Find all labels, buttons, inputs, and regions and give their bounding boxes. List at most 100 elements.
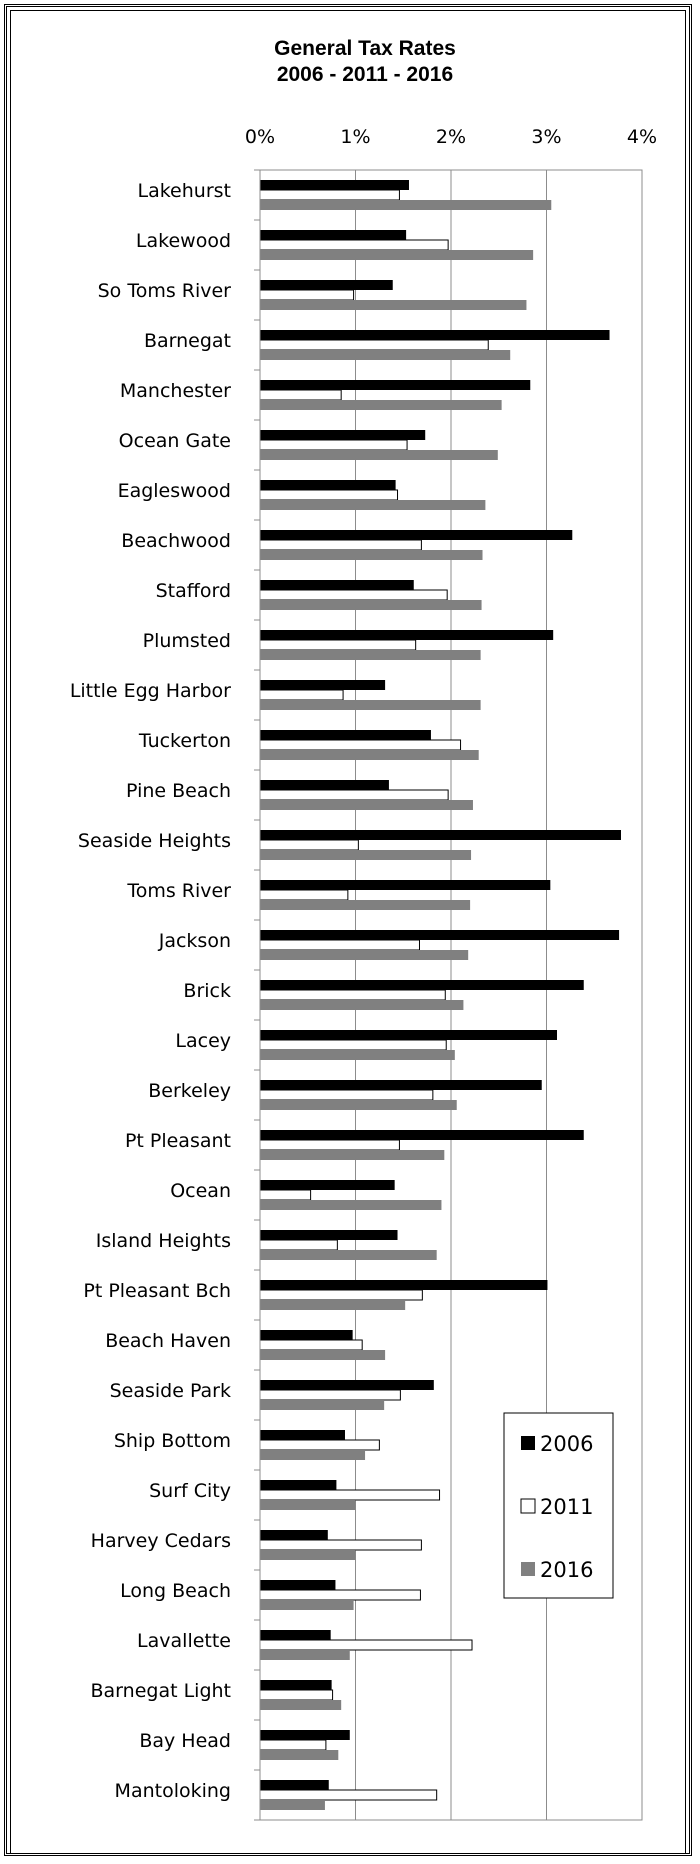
bar-2016 bbox=[260, 450, 498, 460]
bar-2016 bbox=[260, 650, 481, 660]
bar-2006 bbox=[260, 230, 407, 240]
bar-2006 bbox=[260, 1730, 350, 1740]
bar-2006 bbox=[260, 530, 573, 540]
bar-2016 bbox=[260, 600, 482, 610]
bar-2006 bbox=[260, 1680, 332, 1690]
chart-outer-frame bbox=[4, 4, 692, 1856]
bar-2016 bbox=[260, 900, 471, 910]
bar-2011 bbox=[259, 1239, 338, 1251]
legend-label: 2011 bbox=[540, 1495, 593, 1519]
category-label: Eagleswood bbox=[118, 480, 231, 502]
bar-2011 bbox=[259, 539, 422, 551]
category-label: Brick bbox=[183, 980, 231, 1002]
plot-area-border bbox=[259, 169, 643, 1821]
bar-2016 bbox=[260, 1750, 339, 1760]
bar-2011 bbox=[259, 839, 359, 851]
bar-2011 bbox=[259, 939, 420, 951]
x-tick-label: 4% bbox=[627, 126, 657, 148]
bar-2006 bbox=[260, 930, 620, 940]
bar-2011 bbox=[259, 789, 449, 801]
bar-2006 bbox=[260, 1280, 548, 1290]
bar-2011 bbox=[259, 889, 349, 901]
chart-subtitle: 2006 - 2011 - 2016 bbox=[277, 63, 453, 86]
bar-2011 bbox=[259, 739, 462, 751]
bar-2011 bbox=[259, 439, 408, 451]
bar-2016 bbox=[260, 1300, 406, 1310]
bar-2006 bbox=[260, 880, 551, 890]
bars bbox=[259, 180, 621, 1810]
bar-2006 bbox=[260, 580, 414, 590]
bar-2011 bbox=[259, 639, 417, 651]
bar-2016 bbox=[260, 1550, 356, 1560]
legend: 2006 2011 2016 bbox=[503, 1412, 614, 1599]
bar-2011 bbox=[259, 1389, 401, 1401]
category-label: Toms River bbox=[126, 880, 231, 902]
category-label: So Toms River bbox=[98, 280, 232, 302]
legend-label: 2016 bbox=[540, 1558, 593, 1582]
bar-2016 bbox=[260, 1700, 342, 1710]
bar-2006 bbox=[260, 730, 431, 740]
category-label: Beachwood bbox=[121, 530, 231, 552]
bar-2016 bbox=[260, 1100, 457, 1110]
bar-2016 bbox=[260, 850, 472, 860]
bar-2006 bbox=[260, 1180, 395, 1190]
bar-2016 bbox=[260, 400, 502, 410]
category-label: Little Egg Harbor bbox=[70, 680, 231, 702]
bar-2006 bbox=[260, 1080, 542, 1090]
category-label: Plumsted bbox=[143, 630, 231, 652]
bar-2016 bbox=[260, 1450, 366, 1460]
bar-2011 bbox=[259, 1089, 434, 1101]
bar-2006 bbox=[260, 780, 389, 790]
category-label: Barnegat Light bbox=[91, 1680, 232, 1702]
bar-2011 bbox=[259, 1189, 312, 1201]
bar-2006 bbox=[260, 180, 409, 190]
bar-2006 bbox=[260, 1580, 336, 1590]
bar-2011 bbox=[259, 1789, 438, 1801]
bar-2011 bbox=[259, 989, 446, 1001]
category-label: Pine Beach bbox=[126, 780, 231, 802]
chart-title: General Tax Rates bbox=[274, 37, 456, 60]
legend-swatch-2006 bbox=[521, 1436, 535, 1450]
category-label: Bay Head bbox=[139, 1730, 231, 1752]
bar-2006 bbox=[260, 1330, 353, 1340]
x-tick-label: 2% bbox=[436, 126, 466, 148]
bar-2016 bbox=[260, 350, 511, 360]
bar-2016 bbox=[260, 1350, 386, 1360]
category-label: Island Heights bbox=[96, 1230, 231, 1252]
bar-2011 bbox=[259, 389, 342, 401]
bar-2006 bbox=[260, 1780, 329, 1790]
bar-2016 bbox=[260, 1200, 442, 1210]
bar-2011 bbox=[259, 1739, 327, 1751]
bar-2016 bbox=[260, 950, 469, 960]
bar-2011 bbox=[259, 1689, 334, 1701]
category-label: Jackson bbox=[158, 930, 231, 952]
category-label: Pt Pleasant Bch bbox=[83, 1280, 231, 1302]
x-tick-label: 3% bbox=[531, 126, 561, 148]
bar-2006 bbox=[260, 1530, 328, 1540]
bar-2006 bbox=[260, 680, 386, 690]
bar-2011 bbox=[259, 589, 448, 601]
bar-2011 bbox=[259, 1489, 441, 1501]
bar-2006 bbox=[260, 1230, 398, 1240]
legend-label: 2006 bbox=[540, 1432, 593, 1456]
bar-2016 bbox=[260, 200, 552, 210]
category-label: Surf City bbox=[149, 1480, 231, 1502]
bar-2011 bbox=[259, 189, 400, 201]
bar-2006 bbox=[260, 1030, 558, 1040]
bar-2006 bbox=[260, 1480, 337, 1490]
bar-2011 bbox=[259, 1439, 380, 1451]
bar-2006 bbox=[260, 1430, 345, 1440]
bar-2016 bbox=[260, 1800, 325, 1810]
category-label: Tuckerton bbox=[138, 730, 231, 752]
category-label: Ocean Gate bbox=[119, 430, 231, 452]
bar-2016 bbox=[260, 1600, 354, 1610]
bar-2011 bbox=[259, 689, 344, 701]
bar-2011 bbox=[259, 1339, 363, 1351]
bar-2006 bbox=[260, 480, 396, 490]
category-label: Beach Haven bbox=[105, 1330, 231, 1352]
category-label: Ship Bottom bbox=[114, 1430, 231, 1452]
category-label: Mantoloking bbox=[115, 1780, 231, 1802]
category-label: Lavallette bbox=[137, 1630, 231, 1652]
bar-2016 bbox=[260, 1050, 455, 1060]
category-label: Lacey bbox=[175, 1030, 231, 1052]
